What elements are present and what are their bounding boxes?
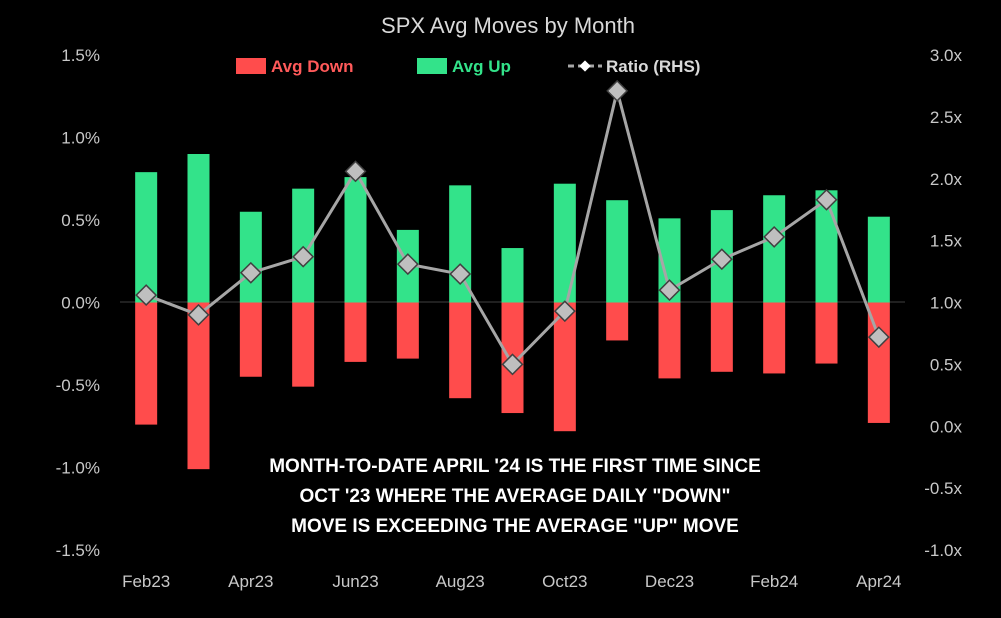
- x-tick-label: Dec23: [645, 572, 694, 591]
- left-tick-label: -1.0%: [56, 459, 100, 478]
- bar-avg-down: [606, 302, 629, 341]
- x-axis: Feb23 Apr23 Jun23 Aug23 Oct23 Dec23 Feb24 Apr24: [122, 572, 901, 591]
- annotation-line-1: MONTH-TO-DATE APRIL '24 IS THE FIRST TIM…: [269, 456, 761, 477]
- bar-avg-up: [344, 177, 367, 303]
- legend-swatch-avg-up: [417, 58, 447, 74]
- ratio-point: [449, 263, 472, 285]
- chart-title: SPX Avg Moves by Month: [381, 13, 635, 38]
- x-tick-label: Aug23: [436, 572, 485, 591]
- x-tick-label: Oct23: [542, 572, 587, 591]
- bar-avg-up: [606, 200, 629, 303]
- bar-avg-down: [344, 302, 367, 362]
- ratio-point: [867, 326, 890, 349]
- annotation-line-2: OCT '23 WHERE THE AVERAGE DAILY "DOWN": [299, 486, 730, 507]
- x-tick-label: Feb24: [750, 572, 798, 591]
- right-tick-label: 3.0x: [930, 46, 963, 65]
- left-tick-label: 0.0%: [61, 294, 100, 313]
- bar-avg-up: [292, 188, 315, 303]
- ratio-point: [710, 248, 733, 271]
- ratio-point: [501, 353, 524, 376]
- left-tick-label: 1.0%: [61, 129, 100, 148]
- x-tick-label: Apr23: [228, 572, 273, 591]
- right-tick-label: -0.5x: [924, 479, 962, 498]
- bar-avg-up: [867, 216, 890, 303]
- bar-avg-down: [239, 302, 262, 377]
- legend-label-avg-down: Avg Down: [271, 57, 353, 76]
- ratio-point: [344, 160, 367, 183]
- bar-avg-down: [135, 302, 158, 425]
- right-tick-label: 2.0x: [930, 170, 963, 189]
- bar-avg-down: [658, 302, 681, 379]
- bar-avg-up: [239, 211, 262, 303]
- legend-label-ratio: Ratio (RHS): [606, 57, 700, 76]
- left-tick-label: -1.5%: [56, 541, 100, 560]
- ratio-point: [239, 261, 262, 284]
- legend-swatch-avg-down: [236, 58, 266, 74]
- bar-avg-down: [292, 302, 315, 387]
- x-tick-label: Apr24: [856, 572, 901, 591]
- right-tick-label: 2.5x: [930, 108, 963, 127]
- left-axis: 1.5% 1.0% 0.5% 0.0% -0.5% -1.0% -1.5%: [56, 46, 100, 560]
- x-tick-label: Feb23: [122, 572, 170, 591]
- ratio-point: [763, 225, 786, 248]
- x-tick-label: Jun23: [332, 572, 378, 591]
- legend-label-avg-up: Avg Up: [452, 57, 511, 76]
- bar-avg-up: [553, 183, 576, 303]
- ratio-point: [658, 279, 681, 302]
- right-tick-label: 1.0x: [930, 294, 963, 313]
- right-tick-label: 0.0x: [930, 417, 963, 436]
- bar-avg-up: [135, 172, 158, 303]
- bar-avg-down: [815, 302, 838, 364]
- bar-avg-down: [396, 302, 419, 359]
- ratio-point: [396, 253, 419, 276]
- ratio-point: [815, 188, 838, 211]
- bar-avg-down: [553, 302, 576, 432]
- right-tick-label: -1.0x: [924, 541, 962, 560]
- bar-avg-down: [187, 302, 210, 470]
- bar-avg-down: [763, 302, 786, 374]
- bar-avg-up: [501, 248, 524, 303]
- ratio-line: [135, 79, 890, 376]
- right-axis: 3.0x 2.5x 2.0x 1.5x 1.0x 0.5x 0.0x -0.5x -1.0x: [924, 46, 962, 560]
- annotation: MONTH-TO-DATE APRIL '24 IS THE FIRST TIM…: [269, 456, 761, 537]
- bar-avg-up: [187, 154, 210, 303]
- left-tick-label: 0.5%: [61, 211, 100, 230]
- legend-marker-ratio: [579, 60, 591, 72]
- legend: Avg Down Avg Up Ratio (RHS): [236, 57, 700, 76]
- bar-avg-down: [710, 302, 733, 372]
- right-tick-label: 0.5x: [930, 355, 963, 374]
- bar-avg-up: [763, 195, 786, 303]
- ratio-point: [606, 79, 629, 102]
- annotation-line-3: MOVE IS EXCEEDING THE AVERAGE "UP" MOVE: [291, 516, 739, 537]
- ratio-point: [187, 303, 210, 326]
- ratio-point: [135, 284, 158, 307]
- right-tick-label: 1.5x: [930, 232, 963, 251]
- left-tick-label: -0.5%: [56, 376, 100, 395]
- ratio-point: [292, 245, 315, 268]
- bar-avg-up: [658, 218, 681, 303]
- ratio-point: [553, 300, 576, 323]
- bar-avg-down: [449, 302, 472, 399]
- left-tick-label: 1.5%: [61, 46, 100, 65]
- bars: [135, 154, 890, 470]
